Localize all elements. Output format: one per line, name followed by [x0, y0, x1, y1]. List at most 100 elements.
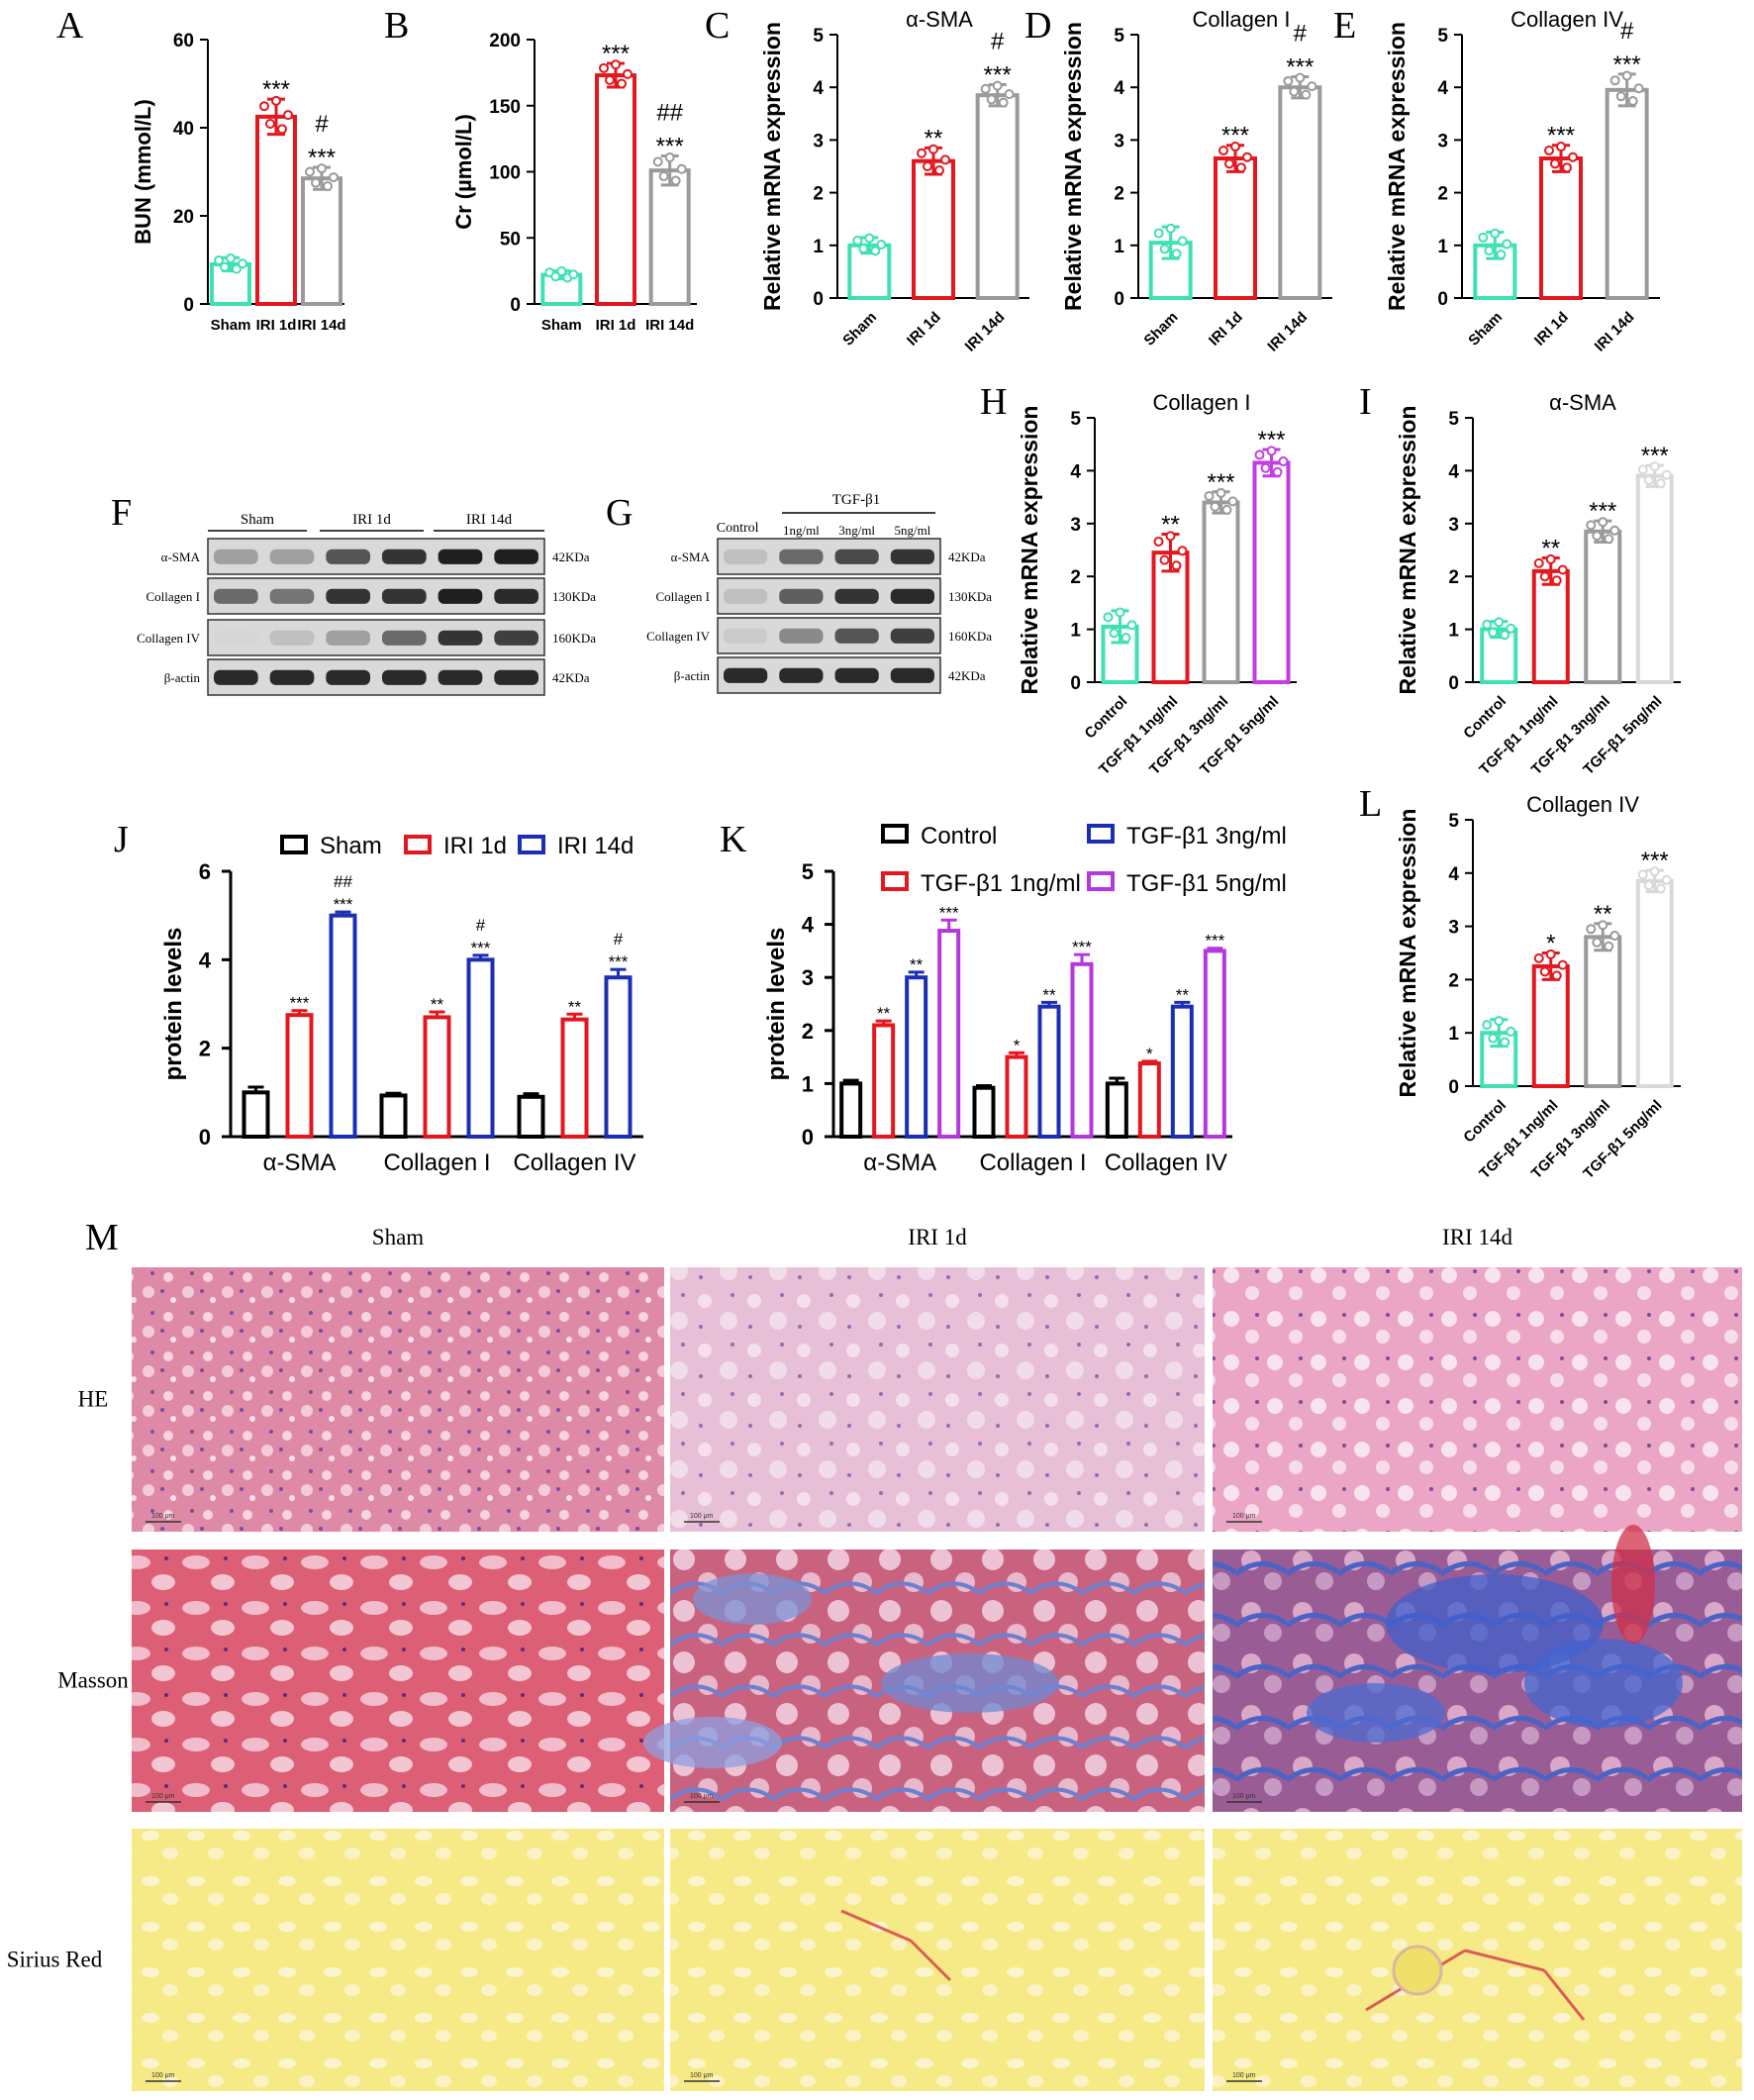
data-point — [1598, 517, 1608, 528]
x-tick-label: Sham — [1141, 309, 1182, 350]
bar — [937, 929, 961, 1139]
data-point — [1637, 869, 1648, 880]
data-point — [220, 261, 230, 272]
x-tick-label: Collagen IV — [1105, 1150, 1227, 1176]
y-axis-label: BUN (mmol/L) — [131, 99, 155, 245]
bar — [1635, 473, 1674, 684]
bar — [1070, 961, 1094, 1139]
y-tick-label: 2 — [1437, 184, 1448, 205]
x-tick-label: IRI 14d — [645, 317, 694, 334]
scale-bar-label: 100 μm — [690, 2072, 714, 2079]
data-point — [1171, 249, 1182, 259]
data-point — [1221, 504, 1232, 515]
y-tick-label: 4 — [1437, 78, 1448, 99]
chart-B: 0 50 100 150 200 Cr (µmol/L) Sham *** IRI 1d *** #… — [384, 5, 697, 334]
blot-band — [269, 630, 315, 646]
panel-letter: A — [56, 5, 84, 47]
y-tick-label: 3 — [1448, 918, 1459, 939]
x-tick-label: Collagen IV — [513, 1150, 635, 1176]
data-point — [226, 252, 236, 263]
significance-label: ** — [1161, 511, 1180, 538]
x-tick-label: Collagen I — [979, 1150, 1086, 1176]
histology-image — [1213, 1267, 1742, 1532]
data-point — [1289, 86, 1300, 97]
data-point — [611, 59, 621, 70]
blot-band — [326, 549, 370, 564]
data-point — [1230, 142, 1240, 152]
blot-row-label: Collagen I — [655, 589, 710, 604]
bar — [1101, 624, 1139, 684]
data-point — [1177, 546, 1188, 556]
significance-label: # — [476, 916, 486, 935]
x-tick-label: IRI 14d — [297, 317, 345, 334]
bar — [379, 1093, 408, 1139]
western-blot-G: Gα-SMA 42KDa Collagen I 130KDa Collagen IV 16… — [606, 492, 992, 694]
y-tick-label: 1 — [813, 237, 824, 257]
data-point — [556, 266, 567, 277]
y-tick-label: 3 — [813, 131, 824, 151]
blot-kda-label: 42KDa — [948, 550, 986, 564]
collagen-fiber — [840, 1909, 912, 1943]
data-point — [876, 240, 887, 250]
blot-band — [890, 549, 934, 564]
blot-lane-label: 3ng/ml — [838, 523, 875, 538]
data-point — [1592, 937, 1603, 948]
bar — [1584, 935, 1622, 1088]
significance-label: ** — [1042, 985, 1056, 1004]
western-blot-F: Fα-SMA 42KDa Collagen I 130KDa Collagen IV 16… — [111, 492, 596, 696]
data-point — [1478, 232, 1489, 243]
data-point — [1301, 89, 1312, 100]
data-point — [1165, 223, 1176, 234]
data-point — [1494, 1016, 1505, 1027]
bar — [1531, 568, 1570, 684]
y-tick-label: 3 — [1114, 131, 1124, 151]
data-point — [1562, 162, 1572, 173]
histology-image — [132, 1267, 664, 1532]
histology-image — [132, 1829, 664, 2091]
blot-group-label: Sham — [241, 512, 275, 528]
bar — [604, 975, 633, 1140]
bar — [1480, 627, 1518, 684]
data-point — [1502, 239, 1512, 250]
data-point — [1655, 478, 1666, 489]
significance-label: *** — [1072, 938, 1092, 956]
blot-kda-label: 42KDa — [552, 670, 590, 685]
data-point — [265, 118, 275, 129]
y-tick-label: 0 — [1448, 673, 1459, 694]
data-point — [940, 154, 950, 165]
legend-swatch — [518, 835, 545, 854]
y-tick-label: 2 — [813, 184, 824, 205]
data-point — [1482, 619, 1493, 630]
data-point — [311, 177, 321, 188]
significance-label: ** — [1176, 985, 1190, 1004]
blot-kda-label: 160KDa — [552, 631, 596, 646]
data-point — [317, 163, 327, 174]
y-tick-label: 2 — [1448, 567, 1459, 588]
legend-label: Sham — [320, 833, 382, 859]
significance-label: *** — [602, 41, 630, 67]
data-point — [1539, 966, 1550, 977]
data-point — [1126, 620, 1137, 631]
blot-strip — [207, 619, 545, 656]
panel-letter: I — [1359, 381, 1372, 423]
data-point — [1615, 91, 1626, 102]
histology-image — [670, 1829, 1205, 2091]
y-tick-label: 4 — [1070, 461, 1081, 482]
data-point — [1260, 462, 1271, 473]
bar — [1005, 1054, 1028, 1139]
y-axis-label: protein levels — [763, 928, 790, 1081]
significance-label: * — [1146, 1045, 1153, 1063]
significance-label: ** — [431, 995, 444, 1014]
data-point — [1218, 146, 1228, 156]
blot-row-label: β-actin — [674, 668, 711, 683]
chart-title: Collagen IV — [1510, 7, 1623, 32]
y-tick-label: 3 — [1070, 515, 1081, 536]
data-point — [1550, 158, 1560, 169]
blot-lane-label: 1ng/ml — [783, 523, 820, 538]
data-point — [664, 151, 675, 162]
data-point — [305, 166, 315, 177]
data-point — [917, 148, 926, 158]
y-tick-label: 2 — [802, 1019, 814, 1044]
blots-layer: Fα-SMA 42KDa Collagen I 130KDa Collagen IV 16… — [111, 492, 992, 696]
data-point — [1496, 250, 1507, 260]
